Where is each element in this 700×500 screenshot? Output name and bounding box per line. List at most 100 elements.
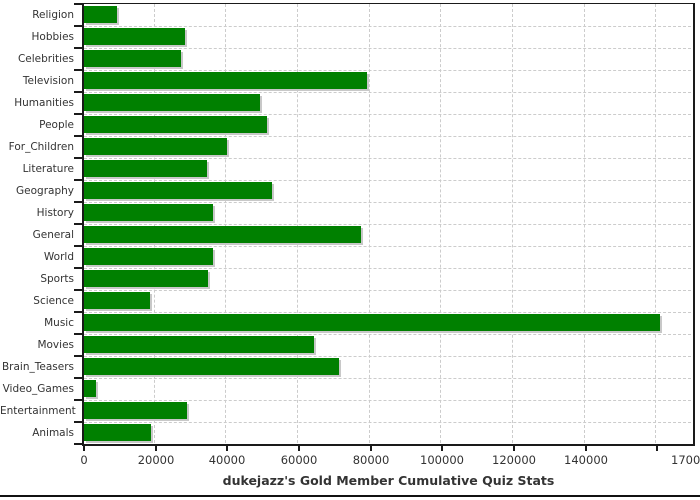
- horizontal-gridline: [84, 290, 691, 291]
- x-axis-tick-label: 40000: [208, 453, 246, 467]
- bar-movies: [84, 336, 314, 353]
- y-axis-tick-mark: [74, 179, 84, 181]
- plot-area: [82, 3, 695, 446]
- vertical-gridline: [583, 4, 585, 443]
- category-label: Television: [22, 75, 74, 87]
- bar-animals: [84, 424, 151, 441]
- category-label: Sports: [40, 273, 74, 285]
- bar-humanities: [84, 94, 260, 111]
- bar-general: [84, 226, 361, 243]
- y-axis-tick-mark: [74, 201, 84, 203]
- horizontal-gridline: [84, 180, 691, 181]
- bar-television: [84, 72, 367, 89]
- x-axis-tick-label: 60000: [280, 453, 318, 467]
- x-axis-tick-label: 20000: [137, 453, 175, 467]
- category-label: Geography: [16, 185, 74, 197]
- x-axis-tick-mark: [155, 446, 157, 451]
- x-axis-tick-mark: [370, 446, 372, 451]
- horizontal-gridline: [84, 400, 691, 401]
- vertical-gridline: [511, 4, 513, 443]
- x-axis-tick-label: 80000: [352, 453, 390, 467]
- horizontal-gridline: [84, 114, 691, 115]
- vertical-gridline: [296, 4, 298, 443]
- vertical-gridline: [655, 4, 657, 443]
- y-axis-tick-mark: [74, 245, 84, 247]
- vertical-gridline: [225, 4, 227, 443]
- y-axis-tick-mark: [74, 311, 84, 313]
- y-axis-tick-mark: [74, 25, 84, 27]
- vertical-gridline: [440, 4, 442, 443]
- y-axis-tick-mark: [74, 443, 84, 445]
- x-axis-tick-mark: [441, 446, 443, 451]
- horizontal-gridline: [84, 312, 691, 313]
- category-label: History: [36, 207, 74, 219]
- y-axis-tick-mark: [74, 267, 84, 269]
- category-label: Movies: [37, 339, 74, 351]
- y-axis-tick-mark: [74, 223, 84, 225]
- x-axis-tick-mark: [656, 446, 658, 451]
- horizontal-gridline: [84, 92, 691, 93]
- horizontal-gridline: [84, 158, 691, 159]
- y-axis-tick-mark: [74, 47, 84, 49]
- bar-geography: [84, 182, 272, 199]
- bar-people: [84, 116, 267, 133]
- horizontal-gridline: [84, 334, 691, 335]
- category-label: Religion: [32, 9, 74, 21]
- x-axis-tick-label: 0: [80, 453, 88, 467]
- horizontal-gridline: [84, 48, 691, 49]
- y-axis-tick-mark: [74, 333, 84, 335]
- bar-for_children: [84, 138, 227, 155]
- category-label: People: [39, 119, 74, 131]
- x-axis-tick-mark: [513, 446, 515, 451]
- x-axis-tick-label: 100000: [420, 453, 464, 467]
- y-axis-tick-mark: [74, 135, 84, 137]
- category-label: World: [43, 251, 74, 263]
- x-axis-tick-label: 170000: [671, 453, 700, 467]
- y-axis-tick-mark: [74, 355, 84, 357]
- category-label: Humanities: [14, 97, 74, 109]
- x-axis-tick-mark: [83, 446, 85, 451]
- y-axis-tick-mark: [74, 377, 84, 379]
- y-axis-tick-mark: [74, 421, 84, 423]
- x-axis-tick-label: 140000: [564, 453, 608, 467]
- bar-hobbies: [84, 28, 185, 45]
- category-label: Science: [33, 295, 74, 307]
- bar-music: [84, 314, 660, 331]
- y-axis-tick-mark: [74, 113, 84, 115]
- y-axis-tick-mark: [74, 91, 84, 93]
- x-axis-tick-mark: [585, 446, 587, 451]
- bar-video_games: [84, 380, 96, 397]
- bar-world: [84, 248, 213, 265]
- x-axis-tick-mark: [298, 446, 300, 451]
- y-axis-tick-mark: [74, 3, 84, 5]
- horizontal-gridline: [84, 356, 691, 357]
- horizontal-gridline: [84, 26, 691, 27]
- x-axis-tick-mark: [226, 446, 228, 451]
- category-label: Video_Games: [2, 383, 74, 395]
- y-axis-tick-mark: [74, 69, 84, 71]
- horizontal-gridline: [84, 202, 691, 203]
- vertical-gridline: [153, 4, 155, 443]
- category-label: General: [32, 229, 74, 241]
- bar-science: [84, 292, 150, 309]
- x-axis-tick-label: 120000: [492, 453, 536, 467]
- category-label: Animals: [32, 427, 74, 439]
- chart-title: dukejazz's Gold Member Cumulative Quiz S…: [222, 473, 555, 488]
- category-label: For_Children: [8, 141, 74, 153]
- horizontal-gridline: [84, 224, 691, 225]
- horizontal-gridline: [84, 422, 691, 423]
- bottom-border-line: [0, 495, 700, 497]
- bar-entertainment: [84, 402, 187, 419]
- category-label: Music: [44, 317, 74, 329]
- horizontal-gridline: [84, 246, 691, 247]
- category-label: Literature: [22, 163, 74, 175]
- category-label: Hobbies: [31, 31, 75, 43]
- y-axis-tick-mark: [74, 289, 84, 291]
- bar-literature: [84, 160, 207, 177]
- bar-religion: [84, 6, 117, 23]
- bar-celebrities: [84, 50, 181, 67]
- y-axis-tick-mark: [74, 399, 84, 401]
- horizontal-gridline: [84, 378, 691, 379]
- category-label: Brain_Teasers: [1, 361, 74, 373]
